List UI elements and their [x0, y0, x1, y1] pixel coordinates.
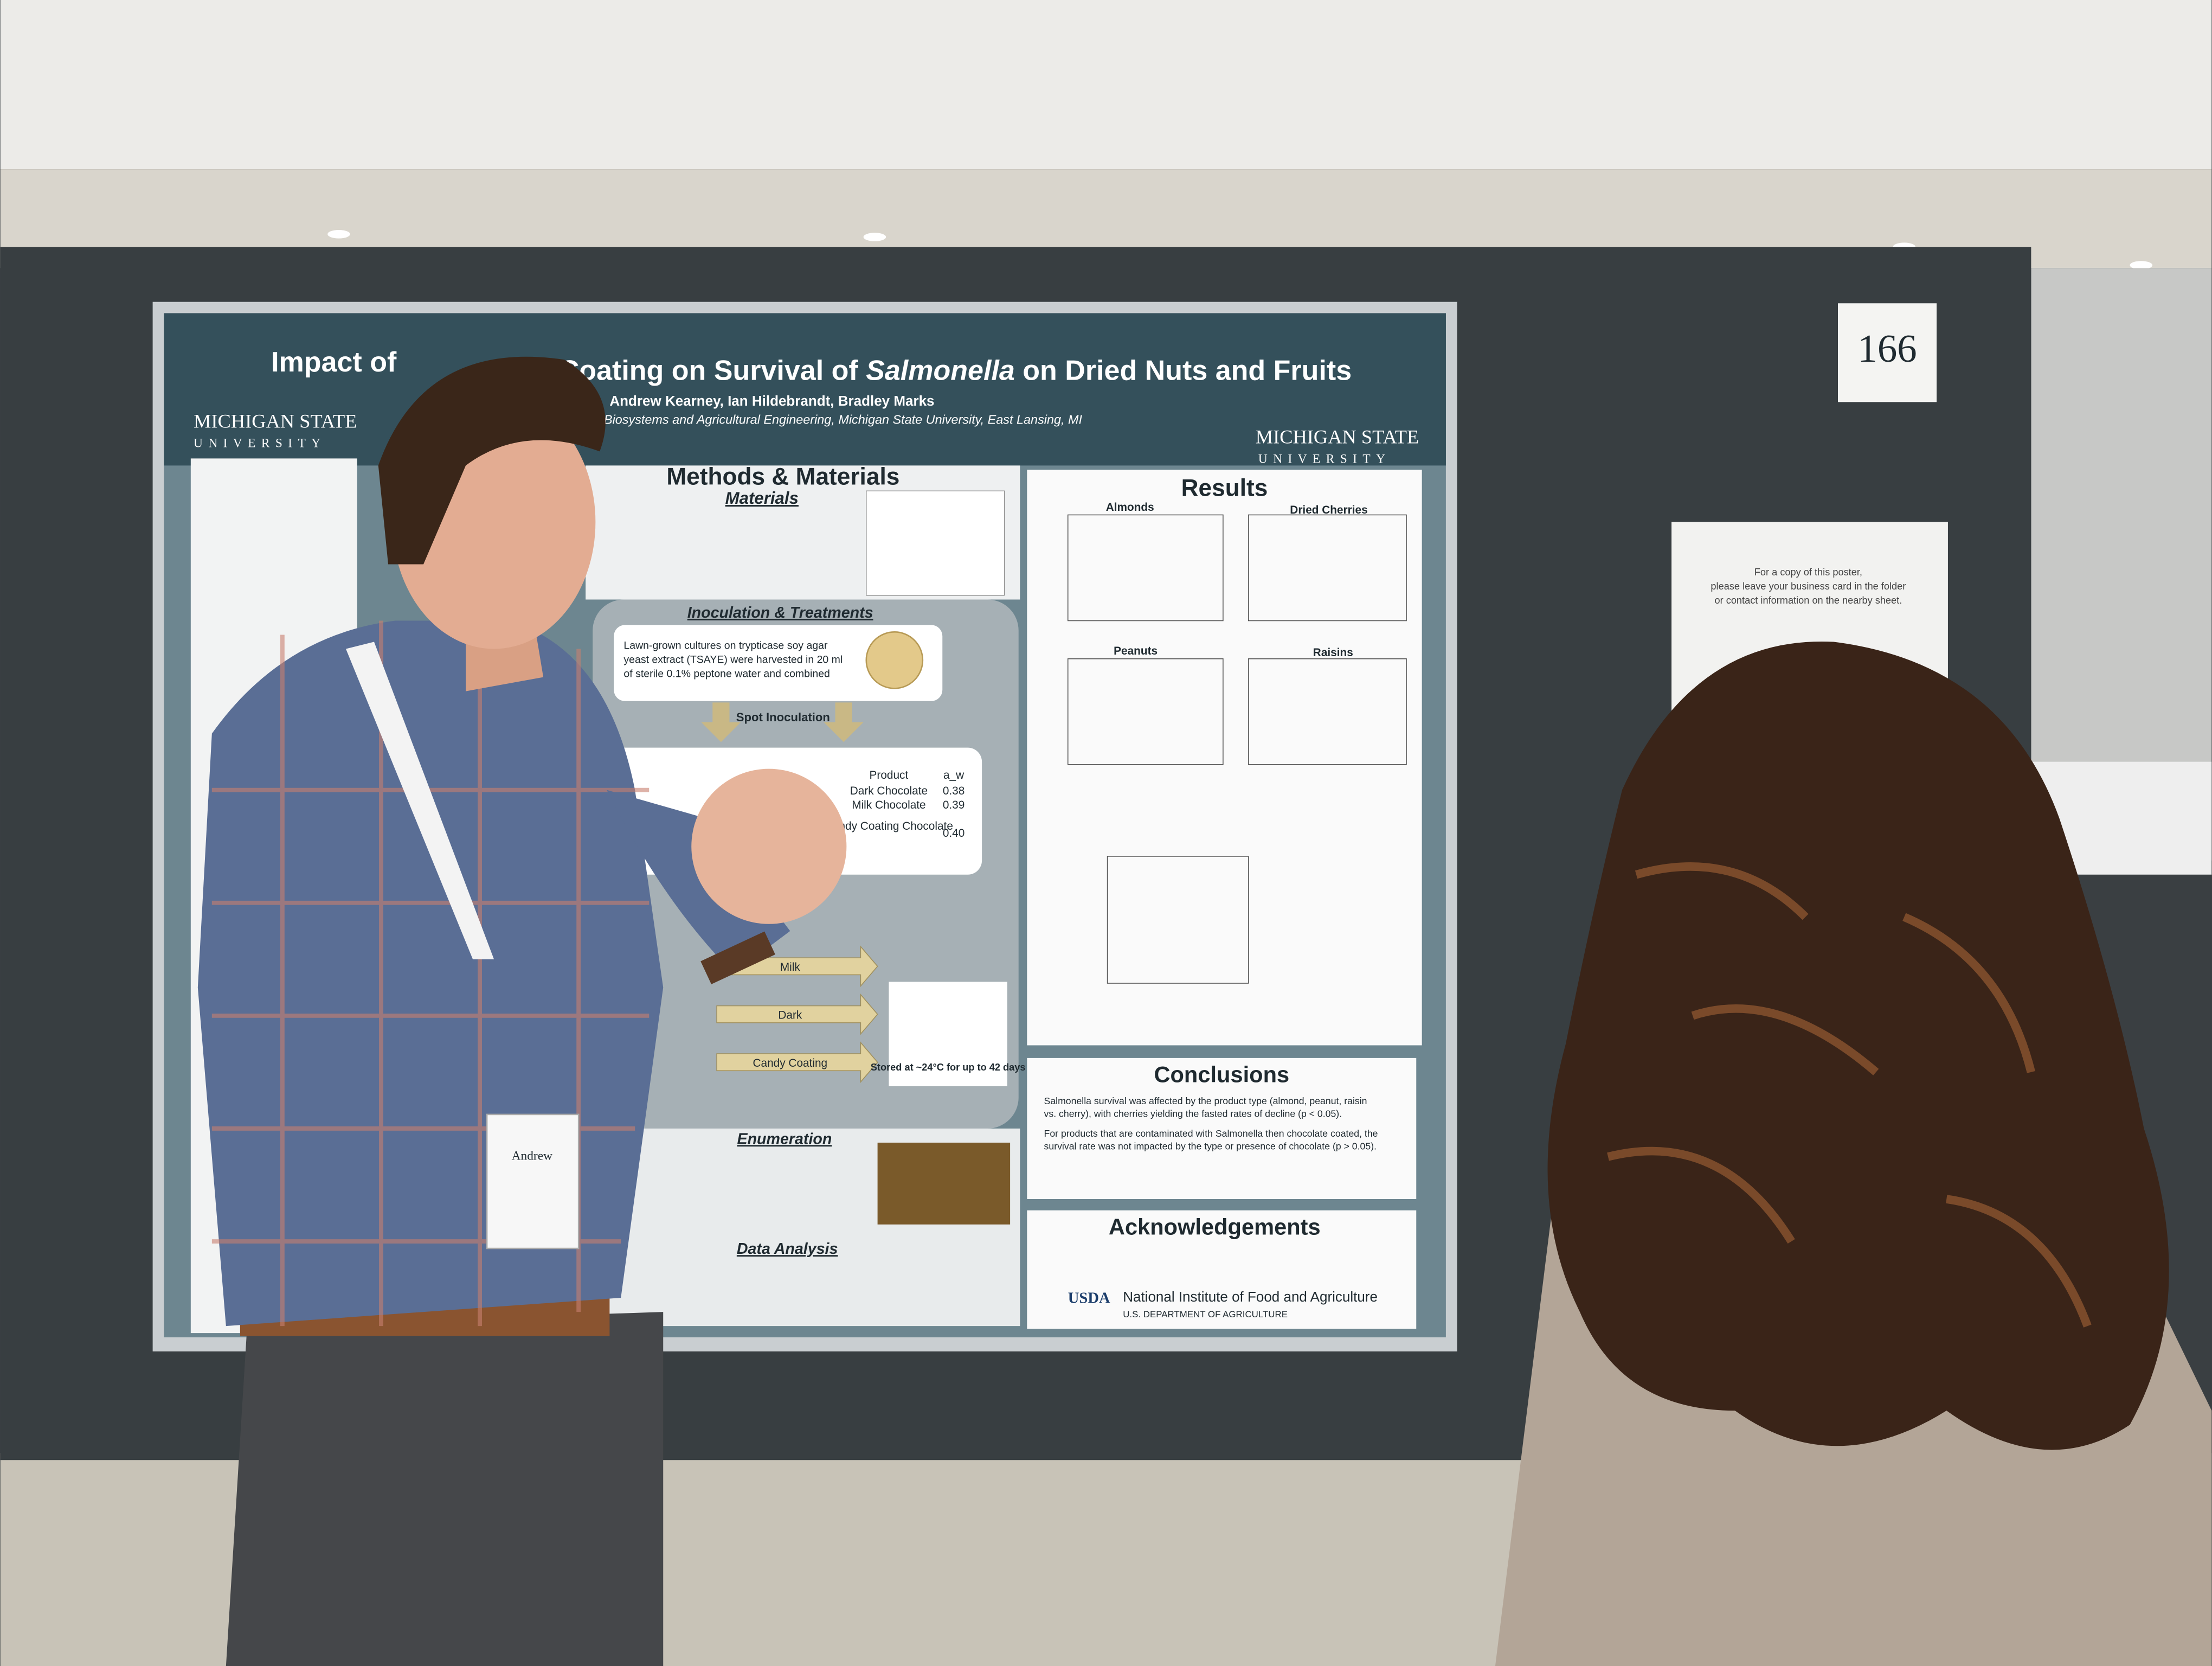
poster-header: [164, 313, 1446, 466]
logo: UNIVERSITY: [194, 437, 326, 451]
table-header: a_w: [943, 769, 964, 781]
title-part: Coating on Survival of: [559, 355, 859, 386]
body-text: yeast extract (TSAYE) were harvested in …: [623, 654, 843, 666]
section-heading: Acknowledgements: [1109, 1214, 1321, 1240]
title: Impact of: [271, 347, 397, 378]
authors: Andrew Kearney, Ian Hildebrandt, Bradley…: [609, 393, 934, 409]
number-card: [1838, 303, 1937, 402]
notice-line: or contact information on the nearby she…: [1714, 595, 1902, 606]
section-heading: Materials: [725, 489, 799, 508]
affiliation: Biosystems and Agricultural Engineering,…: [604, 412, 1083, 426]
label: Milk: [780, 961, 801, 973]
table-cell: 0.38: [943, 785, 964, 797]
body-text: of sterile 0.1% peptone water and combin…: [623, 668, 830, 680]
section-heading: Results: [1181, 475, 1268, 501]
table-header: Product: [870, 769, 909, 781]
label: Candy Coating: [753, 1057, 828, 1069]
strain-table: [866, 490, 1005, 596]
title: Coating on Survival of Salmonella on Dri…: [559, 355, 1352, 386]
lights: [327, 229, 2153, 270]
chart-title: Dried Cherries: [1290, 504, 1367, 516]
body-text: survival rate was not impacted by the ty…: [1044, 1140, 1377, 1151]
presenter: Andrew: [197, 356, 847, 1666]
conclusions-panel: [1027, 1058, 1417, 1200]
text-box: [614, 625, 943, 701]
storage-box: [889, 982, 1007, 1086]
logo: UNIVERSITY: [1258, 452, 1391, 466]
board-number: 166: [1857, 326, 1917, 370]
plates-photo: [877, 1142, 1011, 1225]
title-part: on Dried Nuts and Fruits: [1023, 355, 1352, 386]
table-cell: 0.40: [943, 827, 964, 840]
chart-title: Peanuts: [1114, 645, 1158, 657]
listener: [1495, 641, 2212, 1666]
chart-title: Almonds: [1106, 501, 1154, 514]
usda-logo: USDA: [1068, 1290, 1110, 1306]
section-heading: Enumeration: [737, 1130, 832, 1148]
logo: MICHIGAN STATE: [1256, 426, 1419, 447]
table-cell: Candy Coating Chocolate: [825, 820, 953, 832]
label: Spot Inoculation: [736, 710, 830, 724]
section-heading: Inoculation & Treatments: [687, 604, 873, 621]
notice-line: For a copy of this poster,: [1754, 567, 1862, 578]
notice-line: please leave your business card in the f…: [1711, 581, 1906, 592]
label: Stored at ~24°C for up to 42 days: [871, 1062, 1026, 1073]
chart-title: Raisins: [1313, 646, 1353, 659]
chart-frames: [1067, 514, 1407, 984]
table-cell: Milk Chocolate: [852, 799, 925, 811]
body-text: For products that are contaminated with …: [1044, 1128, 1378, 1139]
logo: MICHIGAN STATE: [194, 411, 357, 432]
section-heading: Methods & Materials: [666, 463, 899, 490]
body-text: vs. cherry), with cherries yielding the …: [1044, 1108, 1342, 1119]
table-cell: 0.39: [943, 799, 964, 811]
section-heading: Data Analysis: [737, 1240, 838, 1258]
badge-name: Andrew: [512, 1149, 552, 1163]
body-text: Lawn-grown cultures on trypticase soy ag…: [623, 639, 828, 651]
results-panel: [1027, 470, 1422, 1046]
table-cell: Dark Chocolate: [850, 785, 928, 797]
label: Dark: [778, 1009, 802, 1021]
title-part: Salmonella: [866, 355, 1015, 386]
body-text: Salmonella survival was affected by the …: [1044, 1095, 1367, 1106]
petri-dish: [865, 631, 924, 689]
section-heading: Conclusions: [1154, 1062, 1289, 1087]
ceiling: [0, 0, 2212, 170]
acknowledgements-panel: [1027, 1210, 1417, 1329]
nifa: National Institute of Food and Agricultu…: [1123, 1289, 1378, 1305]
department: U.S. DEPARTMENT OF AGRICULTURE: [1123, 1309, 1288, 1319]
coating-arrows: [716, 945, 878, 1084]
